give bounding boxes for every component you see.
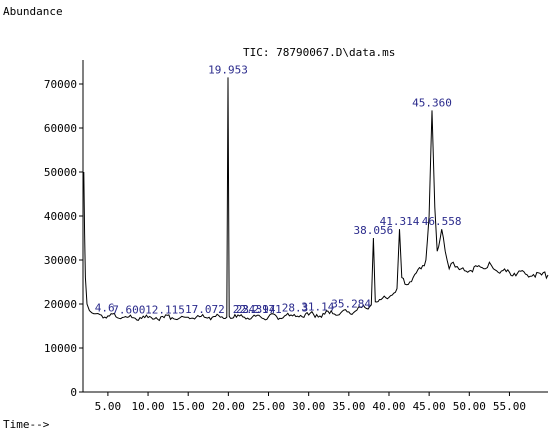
peak-label: 35.284	[331, 297, 371, 310]
peak-label: 46.558	[422, 215, 462, 228]
y-tick-label: 30000	[44, 254, 77, 267]
y-tick-label: 40000	[44, 210, 77, 223]
peak-label: 7.600	[112, 303, 145, 316]
peak-label: 23.394	[236, 303, 276, 316]
x-tick-label: 15.00	[172, 400, 205, 413]
peak-label: 41.314	[380, 215, 420, 228]
peak-labels: 4.67.600 12.115 17.072 19.953 22.223.39424.1…	[95, 63, 462, 316]
tic-series-line	[83, 77, 549, 322]
y-tick-label: 70000	[44, 78, 77, 91]
y-tick-label: 50000	[44, 166, 77, 179]
y-axis-ticks: 0 10000 20000 30000 40000 50000 60000 70000	[44, 78, 83, 399]
x-axis-ticks: 5.00 10.00 15.00 20.00 25.00 30.00 35.00 40.00 4…	[95, 392, 526, 413]
peak-label: 38.056	[353, 224, 393, 237]
x-tick-label: 25.00	[252, 400, 285, 413]
peak-label: 4.6	[95, 301, 115, 314]
peak-label: 45.360	[412, 96, 452, 109]
y-tick-label: 60000	[44, 122, 77, 135]
y-tick-label: 20000	[44, 298, 77, 311]
y-tick-label: 0	[70, 386, 77, 399]
peak-label: 19.953	[208, 63, 248, 76]
x-axis-label: Time-->	[3, 418, 50, 431]
x-tick-label: 5.00	[95, 400, 122, 413]
peak-label: 24.171	[242, 303, 282, 316]
peak-label: 12.115	[145, 304, 185, 317]
y-axis-label: Abundance	[3, 5, 63, 18]
x-tick-label: 20.00	[212, 400, 245, 413]
peak-label: 28.3	[282, 302, 309, 315]
peak-label: 22.2	[233, 303, 260, 316]
x-tick-label: 45.00	[413, 400, 446, 413]
x-tick-label: 55.00	[493, 400, 526, 413]
peak-label: 31.14	[301, 300, 334, 313]
series-group	[83, 77, 549, 322]
x-tick-label: 35.00	[332, 400, 365, 413]
chart-title: TIC: 78790067.D\data.ms	[243, 46, 395, 59]
x-tick-label: 10.00	[131, 400, 164, 413]
peak-label: 17.072	[185, 303, 225, 316]
x-tick-label: 50.00	[453, 400, 486, 413]
x-tick-label: 30.00	[292, 400, 325, 413]
x-tick-label: 40.00	[372, 400, 405, 413]
y-tick-label: 10000	[44, 342, 77, 355]
